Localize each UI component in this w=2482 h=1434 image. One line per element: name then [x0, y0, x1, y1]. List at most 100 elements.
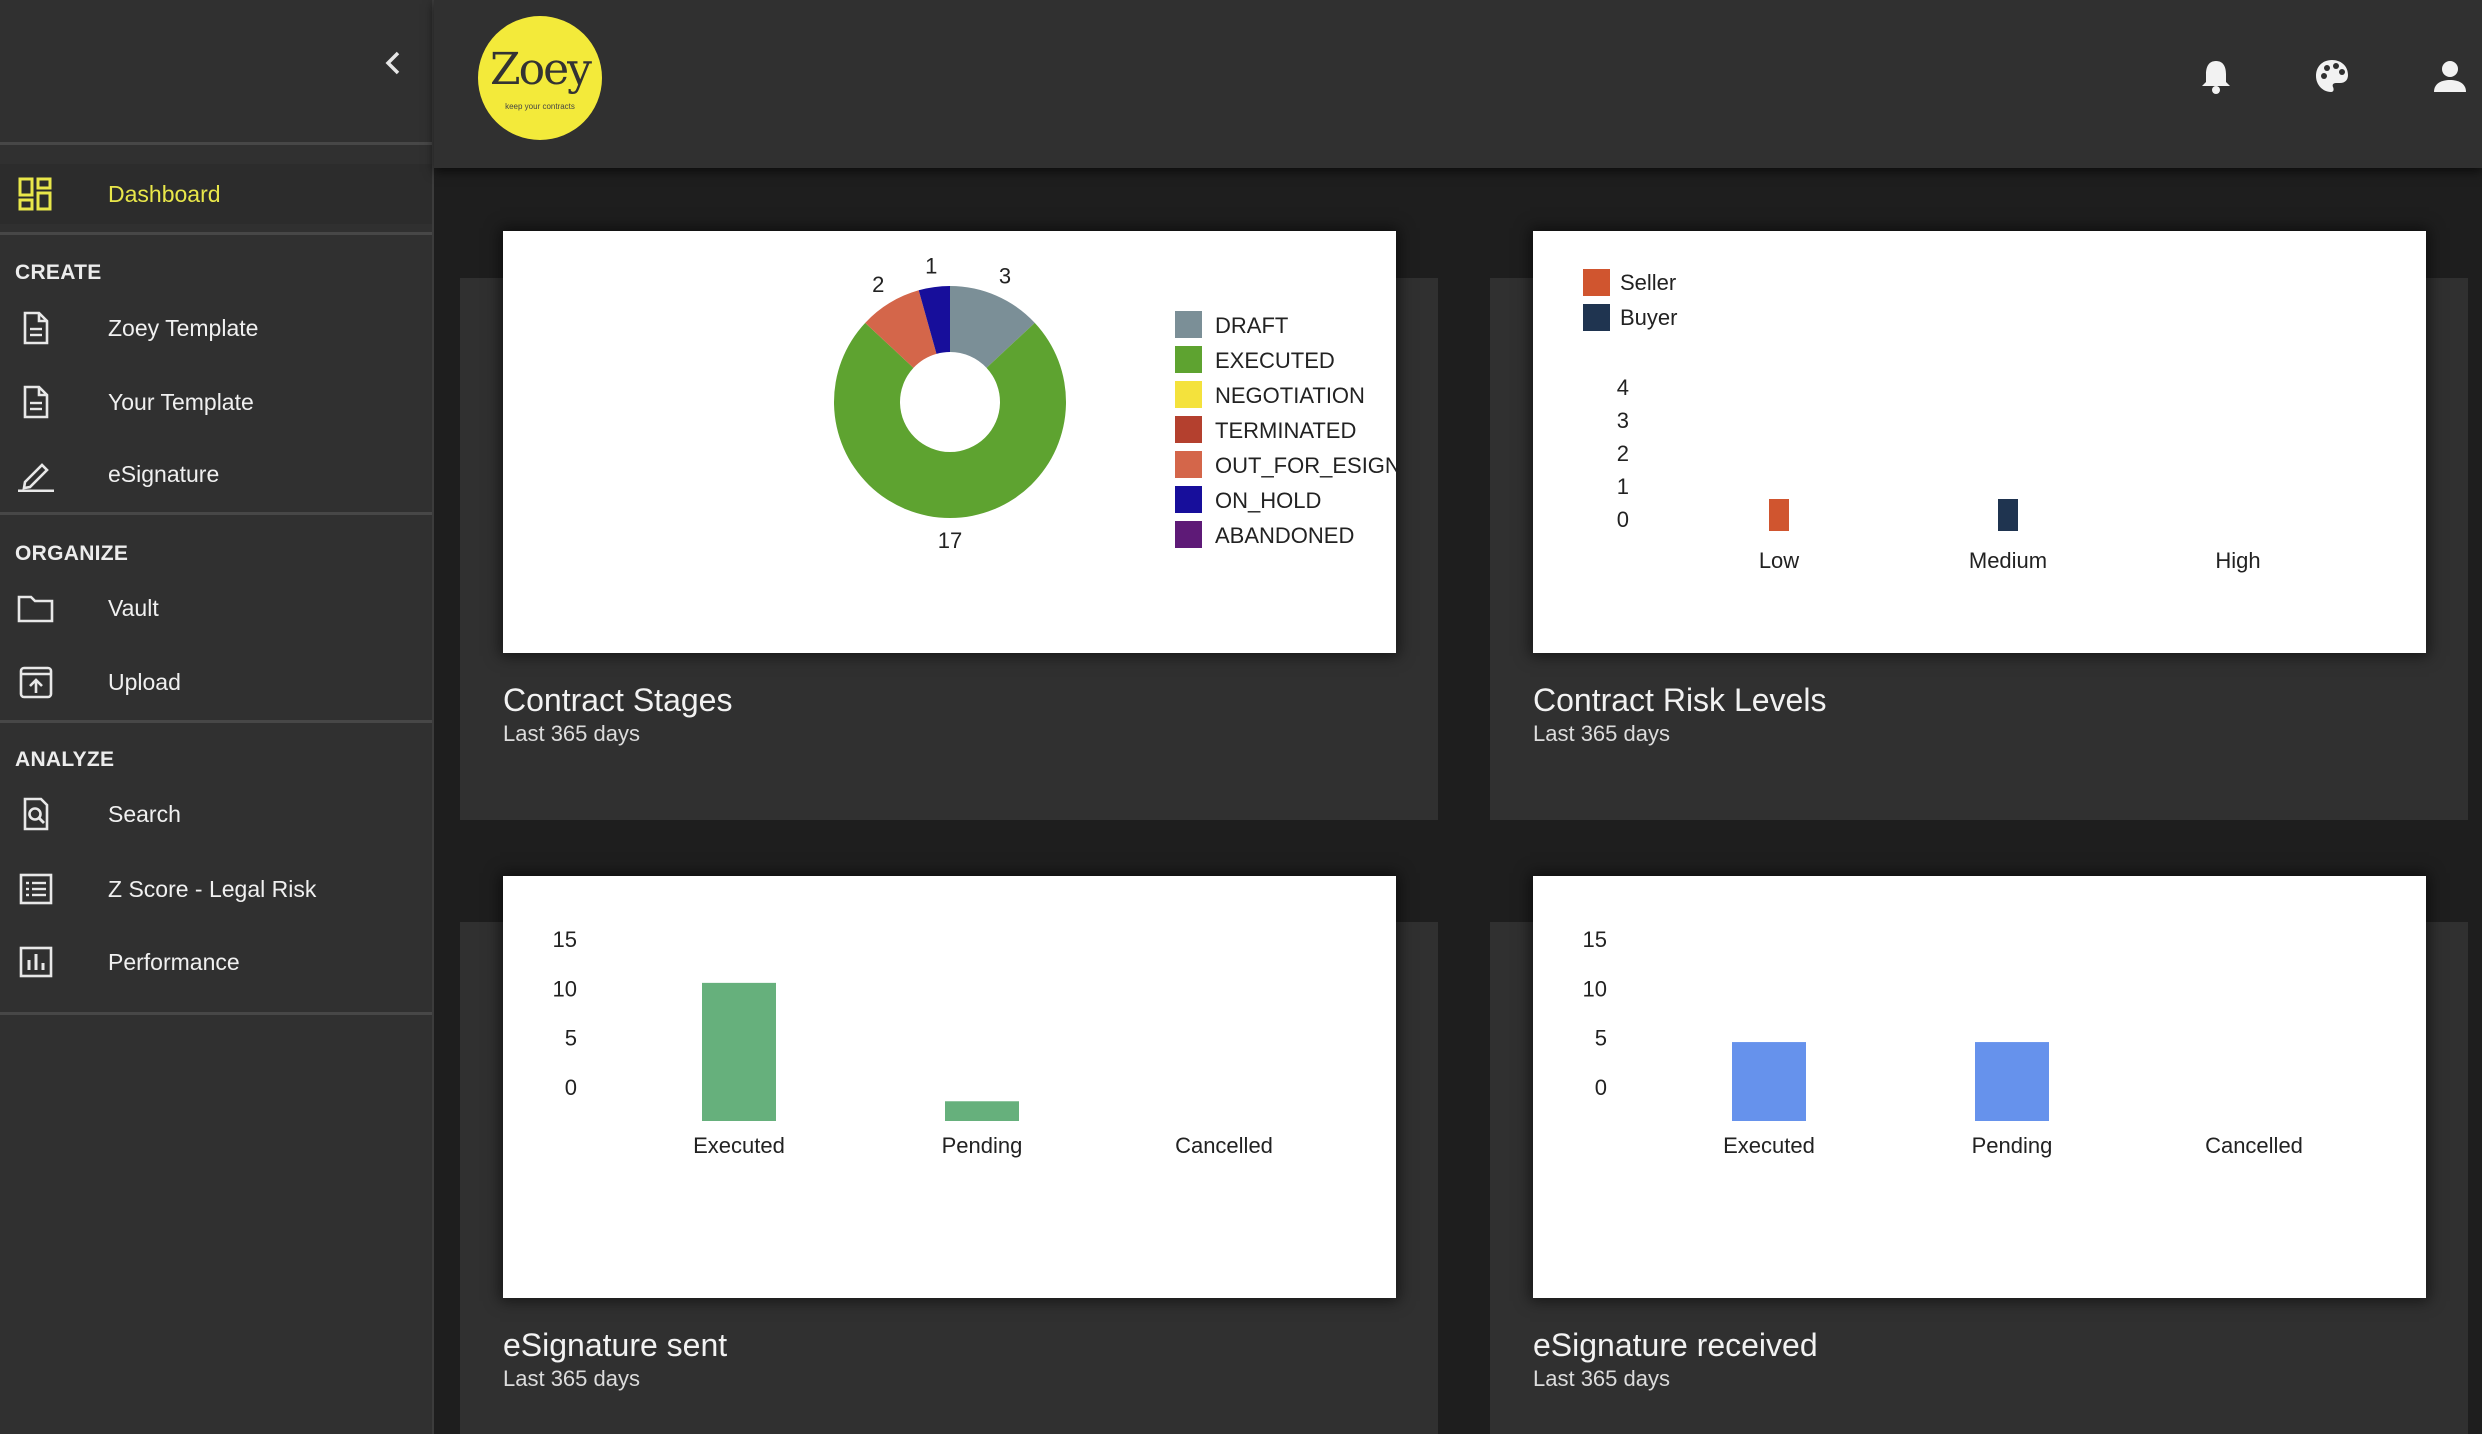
slice-value-label: 1 [925, 253, 937, 278]
x-tick-label: Cancelled [1175, 1133, 1273, 1158]
y-tick-label: 15 [1583, 927, 1607, 952]
pencil-icon [18, 463, 54, 492]
sidebar-item-your-template[interactable]: Your Template [0, 372, 432, 432]
card-title: Contract Stages [503, 682, 733, 718]
sidebar-item-label: Dashboard [108, 181, 221, 207]
bar-seller-low [1769, 499, 1789, 531]
card-subtitle: Last 365 days [1533, 1366, 1670, 1391]
y-tick-label: 0 [1595, 1075, 1607, 1100]
sidebar-item-label: Performance [108, 949, 240, 975]
upload-icon [19, 666, 53, 699]
legend-swatch [1175, 521, 1202, 548]
legend-label: EXECUTED [1215, 348, 1335, 373]
zoey-logo[interactable]: Zoey keep your contracts [478, 16, 602, 140]
donut-slice-on_hold [918, 286, 950, 354]
legend-swatch [1175, 416, 1202, 443]
sidebar-item-search[interactable]: Search [0, 784, 432, 844]
legend-label: OUT_FOR_ESIGN [1215, 453, 1396, 478]
x-tick-label: Pending [942, 1133, 1023, 1158]
logo-tagline: keep your contracts [505, 102, 575, 111]
y-tick-label: 1 [1617, 474, 1629, 499]
account-icon[interactable] [2430, 56, 2470, 96]
contract-risk-chart: Seller Buyer 4 3 2 1 0 Low Medium High [1533, 231, 2426, 653]
logo-text: Zoey [490, 44, 592, 95]
search-document-icon [23, 797, 49, 831]
card-subtitle: Last 365 days [503, 1366, 640, 1391]
sidebar-item-zscore[interactable]: Z Score - Legal Risk [0, 859, 432, 919]
y-tick-label: 0 [565, 1075, 577, 1100]
bar-chart-icon [19, 946, 53, 978]
x-tick-label: Executed [1723, 1133, 1815, 1158]
bar-pending [1975, 1042, 2049, 1121]
section-title-create: CREATE [15, 261, 102, 284]
section-title-analyze: ANALYZE [15, 748, 115, 771]
sidebar-item-label: Search [108, 801, 181, 827]
sidebar-divider [0, 142, 432, 145]
sidebar-item-vault[interactable]: Vault [0, 578, 432, 638]
dashboard-icon [18, 177, 52, 211]
y-tick-label: 10 [1583, 976, 1607, 1001]
y-tick-label: 10 [553, 976, 577, 1001]
esignature-sent-chart: 15 10 5 0 Executed Pending Cancelled [503, 876, 1396, 1298]
collapse-sidebar-icon[interactable] [380, 48, 406, 78]
slice-value-label: 3 [999, 263, 1011, 288]
legend-swatch [1175, 346, 1202, 373]
sidebar-divider [0, 1012, 432, 1015]
y-tick-label: 2 [1617, 441, 1629, 466]
y-tick-label: 4 [1617, 375, 1629, 400]
sidebar: Dashboard CREATE Zoey Template Your Temp… [0, 0, 434, 1434]
x-tick-label: Pending [1972, 1133, 2053, 1158]
bar-executed [702, 982, 776, 1121]
sidebar-divider [0, 512, 432, 515]
sidebar-item-dashboard[interactable]: Dashboard [0, 164, 432, 224]
y-tick-label: 15 [553, 927, 577, 952]
bell-icon[interactable] [2196, 56, 2236, 96]
legend-swatch [1583, 304, 1610, 331]
sidebar-item-upload[interactable]: Upload [0, 652, 432, 712]
legend-label: NEGOTIATION [1215, 383, 1365, 408]
donut-chart-svg: 3 17 2 1 DRAFT EXECUTED NEGOTIATION TERMINATED O… [834, 253, 1401, 553]
y-tick-label: 0 [1617, 507, 1629, 532]
x-tick-label: High [2215, 548, 2260, 573]
sidebar-item-performance[interactable]: Performance [0, 932, 432, 992]
x-tick-label: Medium [1969, 548, 2047, 573]
card-title: eSignature received [1533, 1327, 1818, 1363]
card-subtitle: Last 365 days [503, 721, 640, 746]
legend-label: DRAFT [1215, 313, 1288, 338]
esignature-received-chart: 15 10 5 0 Executed Pending Cancelled [1533, 876, 2426, 1298]
sidebar-item-esignature[interactable]: eSignature [0, 444, 432, 504]
bar-executed [1732, 1042, 1806, 1121]
y-tick-label: 3 [1617, 408, 1629, 433]
legend-label: ABANDONED [1215, 523, 1354, 548]
sidebar-item-label: Zoey Template [108, 315, 259, 341]
card-subtitle: Last 365 days [1533, 721, 1670, 746]
legend-label: ON_HOLD [1215, 488, 1321, 513]
legend-swatch [1583, 269, 1610, 296]
sidebar-item-zoey-template[interactable]: Zoey Template [0, 298, 432, 358]
palette-icon[interactable] [2312, 56, 2352, 96]
sidebar-item-label: Z Score - Legal Risk [108, 876, 317, 902]
donut-slice-out_for_esign [865, 290, 937, 368]
x-tick-label: Low [1759, 548, 1799, 573]
risk-bar-chart-svg: Seller Buyer 4 3 2 1 0 Low Medium High [1583, 269, 2261, 573]
card-title: eSignature sent [503, 1327, 728, 1363]
sidebar-item-label: eSignature [108, 461, 220, 487]
x-tick-label: Cancelled [2205, 1133, 2303, 1158]
y-tick-label: 5 [565, 1026, 577, 1051]
received-bar-chart-svg: 15 10 5 0 Executed Pending Cancelled [1583, 927, 2303, 1158]
legend-label: Seller [1620, 270, 1676, 295]
sidebar-divider [0, 720, 432, 723]
donut-slice-executed [834, 322, 1066, 518]
document-icon [23, 385, 49, 419]
donut-slice-draft [950, 286, 1035, 368]
legend-label: Buyer [1620, 305, 1677, 330]
sidebar-item-label: Upload [108, 669, 181, 695]
section-title-organize: ORGANIZE [15, 542, 129, 565]
y-tick-label: 5 [1595, 1026, 1607, 1051]
sent-bar-chart-svg: 15 10 5 0 Executed Pending Cancelled [553, 927, 1273, 1158]
top-bar: Zoey keep your contracts [434, 0, 2482, 168]
card-title: Contract Risk Levels [1533, 682, 1827, 718]
document-icon [23, 311, 49, 345]
x-tick-label: Executed [693, 1133, 785, 1158]
legend-swatch [1175, 486, 1202, 513]
